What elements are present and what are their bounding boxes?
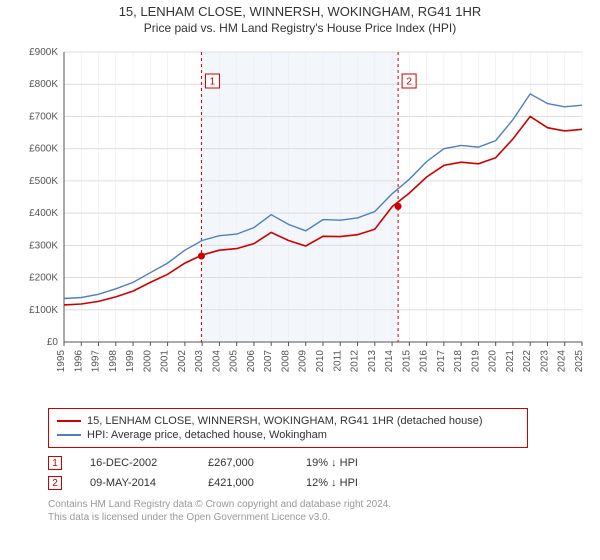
table-row: 2 09-MAY-2014 £421,000 12% ↓ HPI — [48, 476, 592, 490]
svg-text:£600K: £600K — [29, 144, 58, 155]
legend-label: HPI: Average price, detached house, Woki… — [87, 429, 327, 441]
svg-text:2018: 2018 — [453, 350, 464, 373]
tx-hpi: 12% ↓ HPI — [306, 477, 396, 489]
legend-item: 15, LENHAM CLOSE, WINNERSH, WOKINGHAM, R… — [57, 415, 519, 427]
svg-text:1998: 1998 — [108, 350, 119, 373]
footer-line: Contains HM Land Registry data © Crown c… — [48, 498, 592, 511]
price-chart: £0 £100K £200K £300K £400K £500K £600K £700K £80… — [8, 42, 592, 402]
svg-text:2024: 2024 — [557, 350, 568, 373]
legend: 15, LENHAM CLOSE, WINNERSH, WOKINGHAM, R… — [48, 408, 528, 448]
svg-text:£400K: £400K — [29, 209, 58, 220]
svg-text:2025: 2025 — [574, 350, 585, 373]
tx-marker-icon: 1 — [48, 456, 62, 470]
svg-text:2016: 2016 — [419, 350, 430, 373]
svg-text:£200K: £200K — [29, 273, 58, 284]
svg-text:2001: 2001 — [160, 350, 171, 373]
svg-text:2014: 2014 — [384, 350, 395, 373]
tx-marker-icon: 2 — [48, 476, 62, 490]
tx-price: £421,000 — [208, 477, 278, 489]
tx-hpi: 19% ↓ HPI — [306, 457, 396, 469]
footer-attribution: Contains HM Land Registry data © Crown c… — [48, 498, 592, 524]
svg-text:2022: 2022 — [522, 350, 533, 373]
svg-text:2017: 2017 — [436, 350, 447, 373]
svg-text:1997: 1997 — [91, 350, 102, 373]
svg-text:2006: 2006 — [246, 350, 257, 373]
svg-text:2013: 2013 — [367, 350, 378, 373]
chart-svg: £0 £100K £200K £300K £400K £500K £600K £700K £80… — [8, 42, 592, 402]
svg-text:1995: 1995 — [56, 350, 67, 373]
svg-text:2002: 2002 — [177, 350, 188, 373]
svg-text:2009: 2009 — [298, 350, 309, 373]
svg-text:2023: 2023 — [539, 350, 550, 373]
tx-date: 16-DEC-2002 — [90, 457, 180, 469]
legend-swatch-hpi — [57, 434, 81, 436]
chart-title-address: 15, LENHAM CLOSE, WINNERSH, WOKINGHAM, R… — [8, 4, 592, 21]
svg-text:2010: 2010 — [315, 350, 326, 373]
footer-line: This data is licensed under the Open Gov… — [48, 511, 592, 524]
svg-text:2: 2 — [406, 77, 412, 88]
svg-text:2005: 2005 — [229, 350, 240, 373]
svg-text:2021: 2021 — [505, 350, 516, 373]
svg-text:£0: £0 — [47, 337, 59, 348]
tx-date: 09-MAY-2014 — [90, 477, 180, 489]
legend-item: HPI: Average price, detached house, Woki… — [57, 429, 519, 441]
transactions-table: 1 16-DEC-2002 £267,000 19% ↓ HPI 2 09-MA… — [48, 456, 592, 490]
svg-text:2015: 2015 — [401, 350, 412, 373]
svg-text:2007: 2007 — [263, 350, 274, 373]
tx-price: £267,000 — [208, 457, 278, 469]
svg-text:£700K: £700K — [29, 112, 58, 123]
legend-swatch-property — [57, 420, 81, 422]
svg-text:2004: 2004 — [211, 350, 222, 373]
svg-text:2011: 2011 — [332, 350, 343, 372]
legend-label: 15, LENHAM CLOSE, WINNERSH, WOKINGHAM, R… — [87, 415, 483, 427]
svg-text:£300K: £300K — [29, 241, 58, 252]
svg-text:2008: 2008 — [280, 350, 291, 373]
svg-text:£500K: £500K — [29, 176, 58, 187]
svg-text:£100K: £100K — [29, 305, 58, 316]
table-row: 1 16-DEC-2002 £267,000 19% ↓ HPI — [48, 456, 592, 470]
svg-text:1: 1 — [210, 77, 216, 88]
svg-text:2012: 2012 — [350, 350, 361, 373]
svg-text:£900K: £900K — [29, 47, 58, 58]
svg-text:1999: 1999 — [125, 350, 136, 373]
svg-text:1996: 1996 — [73, 350, 84, 373]
svg-text:£800K: £800K — [29, 80, 58, 91]
svg-text:2020: 2020 — [488, 350, 499, 373]
chart-title-subtitle: Price paid vs. HM Land Registry's House … — [8, 21, 592, 37]
svg-text:2003: 2003 — [194, 350, 205, 373]
svg-text:2019: 2019 — [470, 350, 481, 373]
svg-text:2000: 2000 — [142, 350, 153, 373]
